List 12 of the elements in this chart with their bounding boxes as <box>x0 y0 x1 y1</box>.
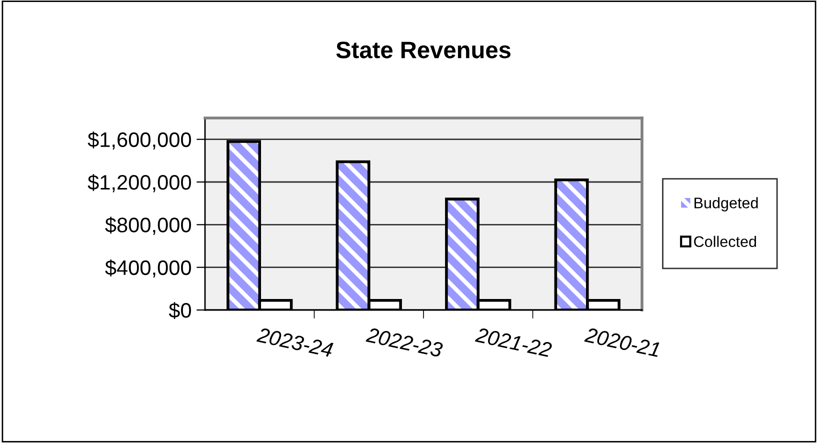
x-tick-label: 2020-21 <box>584 327 660 358</box>
y-tick-label: $0 <box>168 302 191 319</box>
x-tick-label: 2023-24 <box>256 327 334 358</box>
legend-label: Collected <box>694 236 756 248</box>
y-tick-label: $1,200,000 <box>88 174 191 192</box>
y-tick-label: $1,600,000 <box>88 131 191 150</box>
y-tick-label: $400,000 <box>105 259 191 278</box>
y-tick-label: $800,000 <box>105 216 191 235</box>
x-tick-label: 2021-22 <box>474 327 552 358</box>
x-tick-label: 2022-23 <box>366 327 444 358</box>
chart-title: State Revenues <box>336 42 510 58</box>
legend-label: Budgeted <box>694 197 758 212</box>
